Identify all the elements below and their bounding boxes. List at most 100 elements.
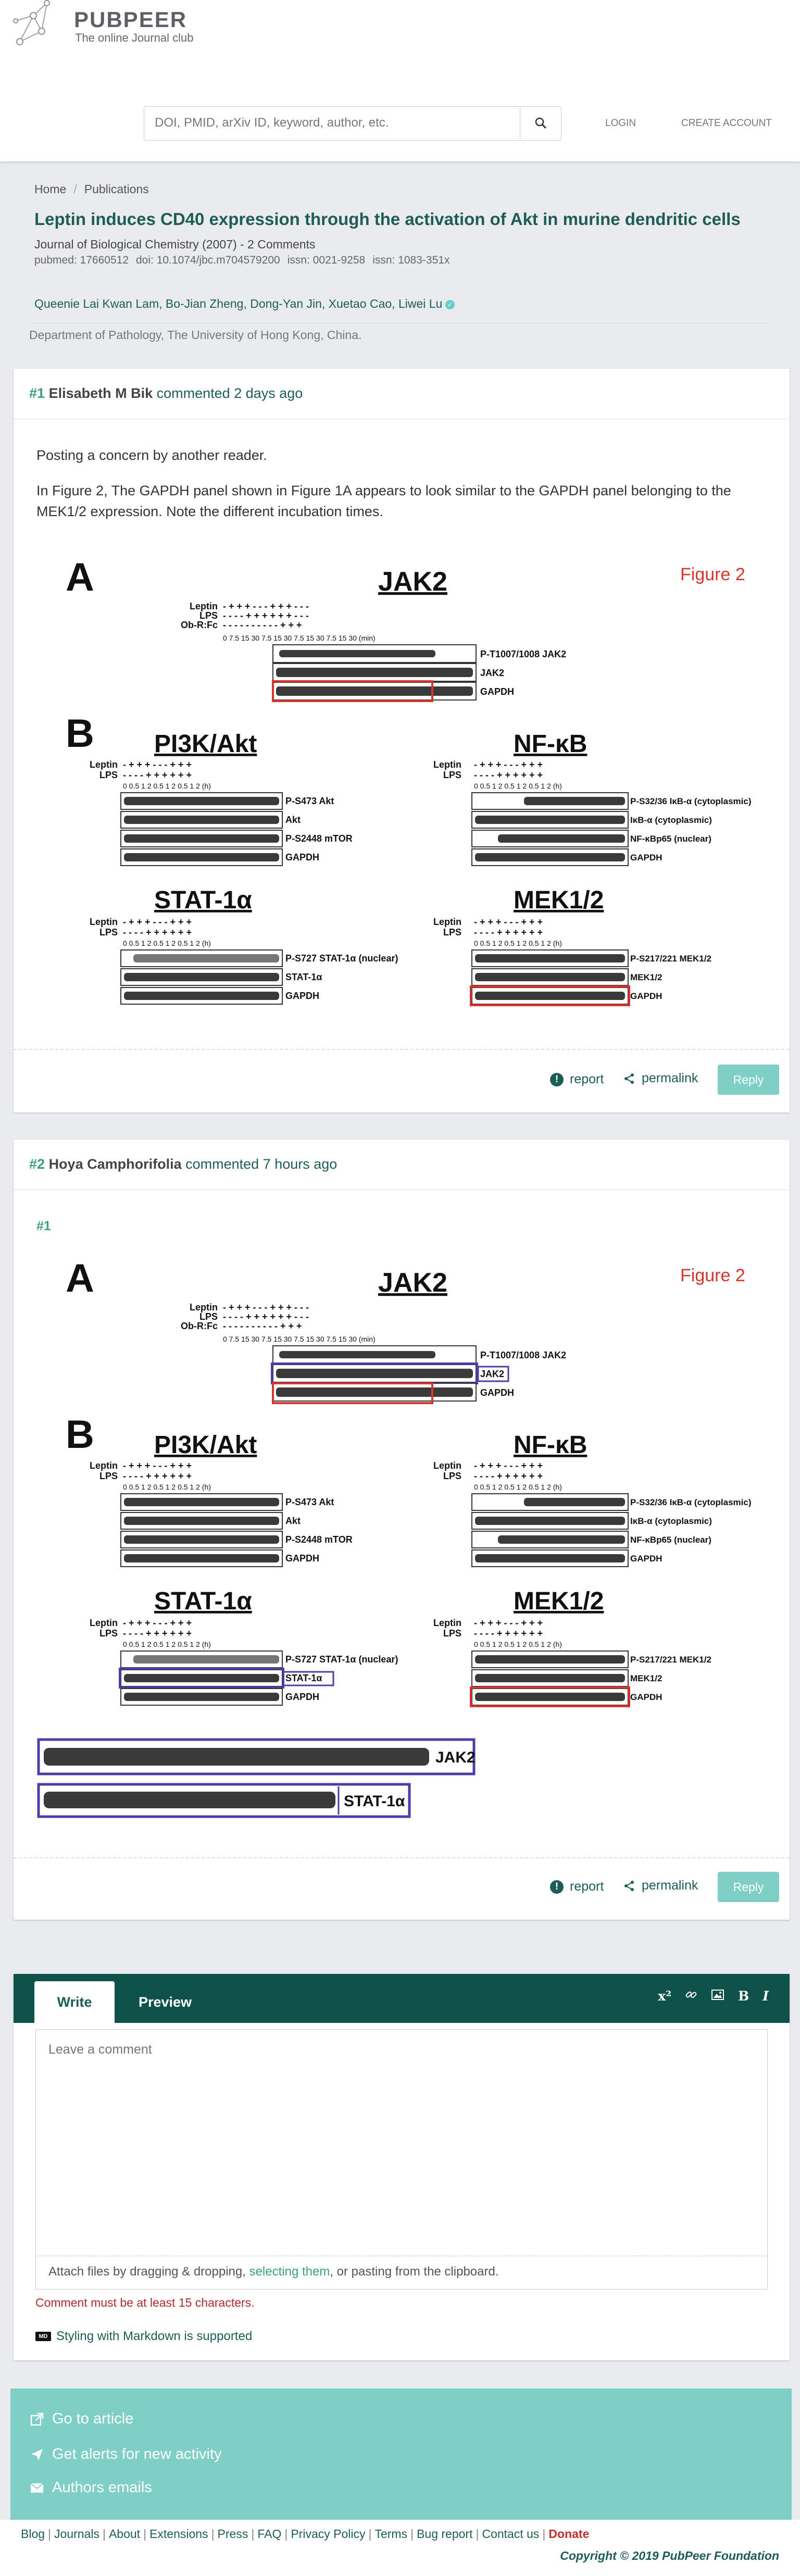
comment-card-2: #2 Hoya Camphorifolia commented 7 hours … — [14, 1140, 790, 1920]
comment-number[interactable]: #1 — [29, 385, 45, 401]
stat-title: STAT-1α — [154, 886, 252, 914]
article-identifiers: pubmed: 17660512 doi: 10.1074/jbc.m704579… — [34, 254, 457, 267]
login-link[interactable]: LOGIN — [605, 118, 636, 129]
signs-lps: - - - - + + + + + + — [123, 927, 192, 937]
report-link[interactable]: ! report — [550, 1072, 604, 1087]
footer-link-extensions[interactable]: Extensions — [149, 2527, 208, 2541]
footer-link-bug-report[interactable]: Bug report — [417, 2527, 473, 2541]
footer-link-about[interactable]: About — [108, 2527, 141, 2541]
share-icon — [624, 1073, 634, 1084]
verified-check-icon: ✓ — [445, 299, 455, 309]
comment-textarea[interactable] — [35, 2029, 768, 2256]
row-label-lps: LPS — [199, 610, 218, 621]
share-icon — [624, 1880, 634, 1891]
footer-link-donate[interactable]: Donate — [548, 2527, 590, 2541]
comment-verb: commented — [185, 1156, 259, 1172]
comment-time[interactable]: 2 days ago — [234, 385, 303, 401]
tab-preview[interactable]: Preview — [138, 1994, 192, 2010]
markdown-help[interactable]: MD Styling with Markdown is supported — [35, 2329, 252, 2344]
go-to-article-link[interactable]: Go to article — [30, 2410, 133, 2428]
create-account-link[interactable]: CREATE ACCOUNT — [681, 118, 772, 129]
row-label-lps: LPS — [99, 770, 118, 780]
report-link[interactable]: ! report — [550, 1879, 604, 1894]
comment-figure-1[interactable]: A Figure 2 JAK2 Leptin LPS Ob-R:Fc - + +… — [66, 554, 753, 1007]
mek-blots — [470, 1650, 630, 1707]
comment-header: #1 Elisabeth M Bik commented 2 days ago — [29, 385, 303, 402]
attach-files-area[interactable]: Attach files by dragging & dropping, sel… — [35, 2256, 768, 2290]
article-affiliation: Department of Pathology, The University … — [29, 328, 362, 342]
search-button[interactable] — [520, 107, 561, 139]
row-label-obr: Ob-R:Fc — [181, 620, 218, 630]
band-label: P-S217/221 MEK1/2 — [630, 1655, 711, 1665]
footer-link-privacy[interactable]: Privacy Policy — [291, 2527, 366, 2541]
footer-link-faq[interactable]: FAQ — [257, 2527, 282, 2541]
zoom-band-jak2 — [44, 1748, 429, 1766]
comment-time[interactable]: 7 hours ago — [262, 1156, 338, 1172]
search-input[interactable] — [144, 107, 519, 139]
signs-leptin: - + + + - - - + + + — [123, 1460, 192, 1471]
stat-timepoints: 0 0.5 1 2 0.5 1 2 0.5 1 2 (h) — [123, 1640, 211, 1648]
tab-write[interactable]: Write — [34, 1981, 115, 2023]
band-label: JAK2 — [480, 668, 504, 678]
signs-lps: - - - - + + + + + + — [123, 1628, 192, 1639]
attach-text: Attach files by dragging & dropping, — [48, 2265, 249, 2279]
zoom-comparison[interactable]: JAK2 STAT-1α — [36, 1737, 714, 1821]
authors-emails-link[interactable]: Authors emails — [30, 2479, 152, 2496]
superscript-icon[interactable]: x² — [658, 1989, 672, 2004]
reply-button[interactable]: Reply — [718, 1065, 779, 1095]
signs-lps: - - - - + + + + + + - - - — [223, 1311, 309, 1322]
row-label-leptin: Leptin — [433, 1460, 461, 1471]
site-header: PUBPEER The online Journal club LOGIN CR… — [0, 0, 800, 161]
zoom-label-stat: STAT-1α — [344, 1793, 405, 1810]
logo-network-icon[interactable] — [12, 0, 54, 48]
row-label-lps: LPS — [99, 1628, 118, 1639]
breadcrumb-home[interactable]: Home — [34, 182, 67, 196]
comment-author[interactable]: Elisabeth M Bik — [48, 385, 153, 401]
row-label-leptin: Leptin — [90, 759, 118, 770]
author-list[interactable]: Queenie Lai Kwan Lam, Bo-Jian Zheng, Don… — [34, 297, 443, 310]
signs-lps: - - - - + + + + + + — [474, 1471, 543, 1481]
signs-leptin: - + + + - - - + + + — [474, 1460, 543, 1471]
row-label-leptin: Leptin — [433, 1618, 461, 1628]
breadcrumb-publications[interactable]: Publications — [84, 182, 149, 196]
band-jak2-phospho — [279, 650, 435, 657]
footer-link-contact[interactable]: Contact us — [482, 2527, 540, 2541]
quote-reference-link[interactable]: #1 — [36, 1219, 51, 1233]
report-label: report — [570, 1072, 604, 1086]
mek-timepoints: 0 0.5 1 2 0.5 1 2 0.5 1 2 (h) — [474, 1640, 562, 1648]
pubmed-id[interactable]: pubmed: 17660512 — [34, 254, 129, 266]
nfkb-blots — [471, 792, 629, 866]
bold-icon[interactable]: B — [738, 1989, 749, 2004]
permalink-link[interactable]: permalink — [623, 1071, 698, 1086]
comment-author[interactable]: Hoya Camphorifolia — [48, 1156, 182, 1172]
panel-label-b: B — [66, 1412, 94, 1457]
row-label-lps: LPS — [199, 1311, 218, 1322]
stat-blots — [120, 949, 283, 1005]
mek-title: MEK1/2 — [514, 1587, 604, 1615]
footer-link-blog[interactable]: Blog — [21, 2527, 45, 2541]
image-icon[interactable] — [711, 1989, 724, 2004]
footer-link-press[interactable]: Press — [217, 2527, 248, 2541]
logo-title[interactable]: PUBPEER — [74, 7, 188, 32]
footer-actions: Go to article Get alerts for new activit… — [10, 2389, 792, 2520]
comment-footer-divider — [14, 1049, 790, 1050]
band-label: P-S32/36 IκB-α (cytoplasmic) — [630, 796, 752, 806]
row-label-leptin: Leptin — [190, 601, 218, 611]
link-icon[interactable] — [685, 1989, 697, 2004]
band-label: MEK1/2 — [630, 972, 662, 982]
panel-label-a: A — [66, 555, 94, 599]
doi[interactable]: doi: 10.1074/jbc.m704579200 — [136, 254, 280, 266]
footer-link-journals[interactable]: Journals — [54, 2527, 99, 2541]
permalink-link[interactable]: permalink — [623, 1878, 698, 1893]
signs-leptin: - + + + - - - + + + — [474, 759, 543, 770]
reply-button[interactable]: Reply — [718, 1872, 779, 1902]
comment-figure-2[interactable]: A Figure 2 JAK2 Leptin LPS Ob-R:Fc - + +… — [66, 1255, 753, 1708]
comment-number[interactable]: #2 — [29, 1156, 45, 1172]
article-title[interactable]: Leptin induces CD40 expression through t… — [34, 209, 741, 229]
exclamation-icon: ! — [550, 1880, 564, 1894]
select-files-link[interactable]: selecting them — [249, 2265, 330, 2279]
alerts-link[interactable]: Get alerts for new activity — [30, 2446, 222, 2463]
italic-icon[interactable]: I — [762, 1989, 769, 2004]
footer-link-terms[interactable]: Terms — [374, 2527, 408, 2541]
comment-editor: Write Preview x² B I Attach files by dra… — [14, 1974, 790, 2360]
